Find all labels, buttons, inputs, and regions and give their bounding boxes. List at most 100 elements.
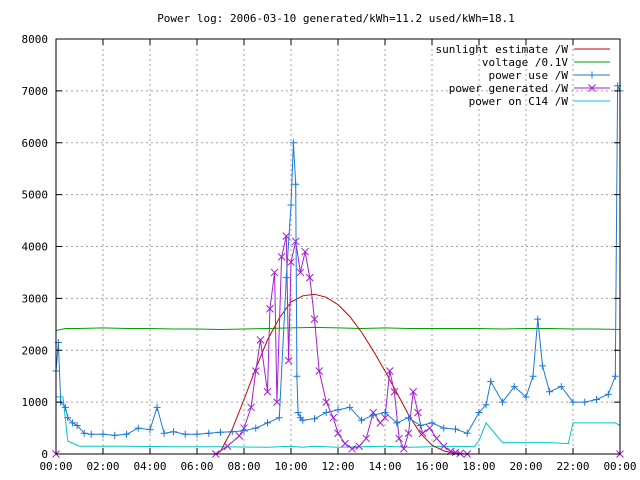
data-point [273, 398, 281, 406]
data-point [235, 431, 244, 440]
data-point [529, 372, 537, 380]
x-tick-label: 20:00 [509, 460, 542, 473]
data-point [223, 442, 232, 451]
data-point [362, 434, 371, 443]
x-tick-label: 08:00 [227, 460, 260, 473]
data-point [334, 429, 342, 438]
data-point [160, 429, 168, 437]
series-voltage-0-1v [55, 326, 621, 331]
y-tick-label: 2000 [22, 344, 49, 357]
data-point [428, 419, 436, 427]
data-point [265, 304, 274, 313]
y-tick-label: 8000 [22, 33, 49, 46]
x-tick-label: 12:00 [321, 460, 354, 473]
data-point [256, 336, 265, 344]
data-point [409, 387, 418, 396]
data-point [61, 403, 69, 411]
data-point [482, 401, 490, 409]
data-point [277, 253, 286, 261]
data-point [134, 424, 142, 432]
grid-lines [56, 39, 620, 454]
data-point [264, 419, 271, 427]
data-point [348, 444, 356, 453]
series-line [56, 293, 620, 455]
data-point [416, 421, 424, 429]
data-point [463, 429, 471, 437]
data-point [569, 398, 577, 406]
data-point [456, 449, 465, 458]
y-tick-label: 7000 [22, 85, 49, 98]
data-point [270, 268, 279, 277]
data-point [593, 396, 600, 404]
y-axis-ticks: 0 1000 2000 3000 4000 5000 6000 7000 8000 [22, 33, 620, 461]
data-point [170, 428, 177, 436]
y-tick-label: 3000 [22, 292, 49, 305]
data-point [293, 372, 301, 380]
data-point [604, 390, 612, 398]
data-point [99, 430, 107, 438]
x-tick-label: 18:00 [462, 460, 495, 473]
series-power-generated-w [52, 232, 624, 458]
x-tick-label: 00:00 [603, 460, 636, 473]
data-point [369, 411, 377, 419]
legend-label: voltage /0.1V [482, 56, 568, 69]
data-point [301, 247, 309, 256]
y-tick-label: 1000 [22, 396, 49, 409]
data-point [611, 372, 619, 380]
data-point [287, 258, 295, 266]
data-point [153, 403, 161, 411]
data-point [181, 430, 189, 438]
data-point [395, 434, 403, 443]
x-tick-label: 06:00 [180, 460, 213, 473]
data-point [329, 413, 338, 422]
data-point [240, 427, 248, 435]
data-point [534, 315, 542, 323]
data-point [346, 403, 354, 411]
data-point [390, 387, 399, 396]
x-tick-label: 16:00 [415, 460, 448, 473]
legend-marker [588, 71, 596, 79]
y-tick-label: 0 [41, 448, 48, 461]
data-point [418, 429, 427, 438]
data-point [305, 273, 314, 282]
data-point [439, 442, 448, 451]
series-sunlight-estimate-w [56, 293, 620, 455]
data-point [251, 367, 260, 375]
data-point [275, 414, 283, 422]
data-point [287, 201, 295, 209]
x-tick-label: 22:00 [556, 460, 589, 473]
data-point [381, 409, 389, 416]
data-point [123, 430, 130, 438]
data-point [432, 434, 441, 443]
data-point [64, 414, 72, 422]
data-point [299, 416, 307, 424]
legend-label: power generated /W [449, 82, 569, 95]
data-point [487, 377, 495, 385]
data-point [381, 413, 389, 422]
data-point [228, 428, 236, 436]
data-point [355, 442, 364, 451]
legend-label: power on C14 /W [469, 95, 569, 108]
data-point [538, 362, 546, 370]
data-point [522, 393, 530, 401]
data-point [499, 398, 506, 406]
series-line [56, 396, 621, 448]
data-point [334, 406, 342, 414]
x-tick-label: 04:00 [133, 460, 166, 473]
data-point [292, 180, 300, 188]
x-tick-label: 14:00 [368, 460, 401, 473]
data-point [399, 444, 408, 453]
data-point [146, 426, 154, 434]
data-point [87, 430, 95, 438]
data-point [393, 419, 401, 427]
x-tick-label: 02:00 [86, 460, 119, 473]
y-tick-label: 5000 [22, 189, 49, 202]
series-layer [52, 82, 624, 458]
data-point [193, 430, 201, 438]
data-point [358, 416, 365, 424]
data-point [405, 414, 412, 422]
series-power-use-w [52, 82, 624, 439]
data-point [111, 431, 119, 439]
